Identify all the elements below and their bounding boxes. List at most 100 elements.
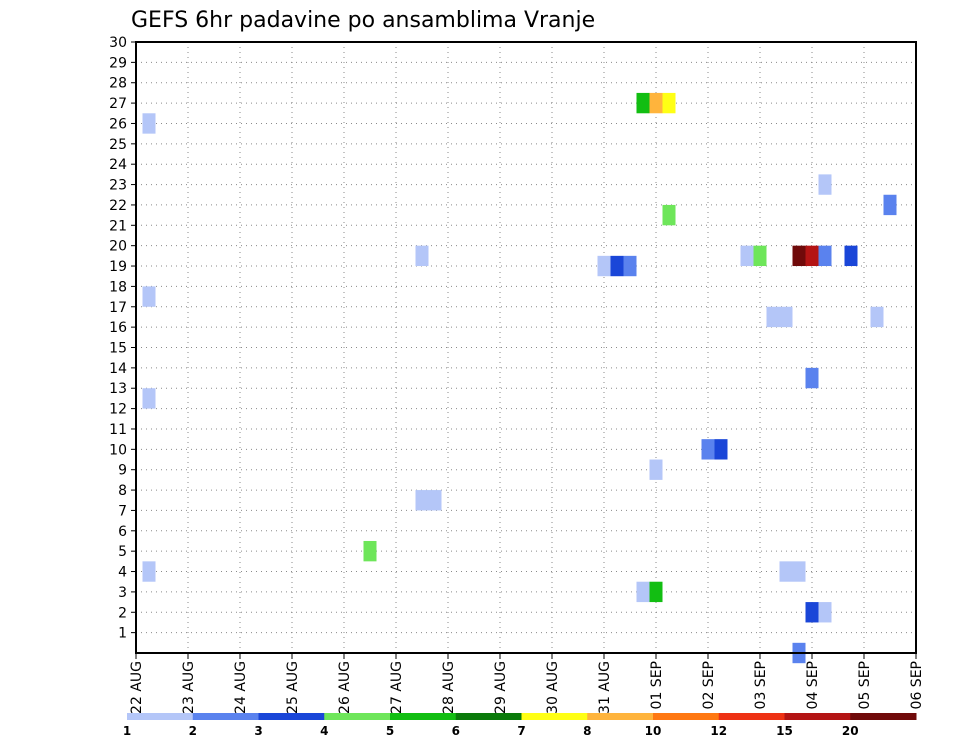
legend-label: 8 xyxy=(583,724,591,738)
y-axis: 1234567891011121314151617181920212223242… xyxy=(109,35,136,642)
data-cell xyxy=(701,439,715,460)
legend-swatch xyxy=(390,713,457,720)
legend-swatch xyxy=(784,713,851,720)
data-cell xyxy=(415,490,429,511)
y-tick-label: 8 xyxy=(118,483,127,499)
legend-swatch xyxy=(192,713,259,720)
y-tick-label: 5 xyxy=(118,544,127,560)
legend-swatch xyxy=(718,713,785,720)
legend-swatch xyxy=(850,713,917,720)
legend-label: 15 xyxy=(776,724,793,738)
y-tick-label: 16 xyxy=(109,320,127,336)
y-tick-label: 17 xyxy=(109,300,127,316)
data-cell xyxy=(883,194,897,216)
data-cell xyxy=(753,245,767,267)
data-cell xyxy=(818,602,832,623)
data-cell xyxy=(714,439,728,460)
legend-label: 4 xyxy=(320,724,328,738)
y-tick-label: 23 xyxy=(109,178,127,194)
data-cell xyxy=(363,540,377,562)
y-tick-label: 24 xyxy=(109,157,127,173)
y-tick-label: 21 xyxy=(109,218,127,234)
data-cell xyxy=(779,561,793,582)
data-cell xyxy=(805,602,819,623)
x-tick-label: 29 AUG xyxy=(493,661,509,714)
data-cell xyxy=(649,581,663,603)
y-tick-label: 27 xyxy=(109,96,127,112)
y-tick-label: 4 xyxy=(118,565,127,581)
y-tick-label: 12 xyxy=(109,402,127,418)
y-tick-label: 11 xyxy=(109,422,127,438)
x-tick-label: 05 SEP xyxy=(857,661,873,709)
legend: 1 2 3 4 5 6 7 8 10 12 15 20 xyxy=(123,713,917,738)
data-cell xyxy=(636,92,650,114)
x-tick-label: 31 AUG xyxy=(597,661,613,714)
data-cell xyxy=(623,255,637,277)
legend-label: 2 xyxy=(189,724,197,738)
data-cell xyxy=(636,581,650,603)
y-tick-label: 14 xyxy=(109,361,127,377)
y-tick-label: 1 xyxy=(118,626,127,642)
legend-label: 6 xyxy=(452,724,460,738)
legend-label: 3 xyxy=(254,724,262,738)
data-cell xyxy=(649,92,663,114)
data-cell xyxy=(792,561,806,582)
data-cell xyxy=(740,245,754,267)
y-tick-label: 18 xyxy=(109,279,127,295)
legend-swatch xyxy=(521,713,588,720)
data-cell xyxy=(142,113,156,134)
data-cell xyxy=(792,245,806,267)
x-tick-label: 04 SEP xyxy=(805,661,821,709)
legend-label: 12 xyxy=(710,724,727,738)
x-tick-label: 23 AUG xyxy=(181,661,197,714)
y-tick-label: 7 xyxy=(118,503,127,519)
y-tick-label: 26 xyxy=(109,116,127,132)
x-tick-label: 22 AUG xyxy=(129,661,145,714)
y-tick-label: 2 xyxy=(118,605,127,621)
legend-label: 1 xyxy=(123,724,131,738)
legend-swatch xyxy=(324,713,391,720)
data-cell xyxy=(779,306,793,328)
x-tick-label: 25 AUG xyxy=(285,661,301,714)
data-cell xyxy=(766,306,780,328)
y-tick-label: 15 xyxy=(109,341,127,357)
x-tick-label: 06 SEP xyxy=(909,661,925,709)
data-cell xyxy=(818,174,832,195)
y-tick-label: 29 xyxy=(109,55,127,71)
y-tick-label: 13 xyxy=(109,381,127,397)
y-tick-label: 9 xyxy=(118,463,127,479)
data-cell xyxy=(610,255,624,277)
x-tick-label: 03 SEP xyxy=(753,661,769,709)
y-tick-label: 22 xyxy=(109,198,127,214)
data-cell xyxy=(142,561,156,582)
data-cell xyxy=(805,367,819,389)
x-tick-label: 27 AUG xyxy=(389,661,405,714)
data-cell xyxy=(805,245,819,267)
data-cell xyxy=(870,306,884,328)
legend-swatch xyxy=(653,713,720,720)
data-cells xyxy=(142,92,897,664)
y-tick-label: 3 xyxy=(118,585,127,601)
data-cell xyxy=(818,245,832,267)
legend-label: 10 xyxy=(645,724,662,738)
legend-swatch xyxy=(587,713,654,720)
y-tick-label: 6 xyxy=(118,524,127,540)
grid xyxy=(136,42,916,653)
x-axis: 22 AUG 23 AUG 24 AUG 25 AUG 26 AUG 27 AUG 28 A… xyxy=(129,653,925,714)
data-cell xyxy=(142,388,156,409)
data-cell xyxy=(649,459,663,480)
y-tick-label: 25 xyxy=(109,137,127,153)
legend-swatch xyxy=(258,713,325,720)
y-tick-label: 19 xyxy=(109,259,127,275)
legend-swatch xyxy=(127,713,194,720)
x-tick-label: 28 AUG xyxy=(441,661,457,714)
legend-label: 20 xyxy=(842,724,859,738)
x-tick-label: 30 AUG xyxy=(545,661,561,714)
y-tick-label: 28 xyxy=(109,76,127,92)
data-cell xyxy=(428,490,442,511)
y-tick-label: 30 xyxy=(109,35,127,51)
data-cell xyxy=(662,204,676,226)
x-tick-label: 01 SEP xyxy=(649,661,665,709)
legend-swatch xyxy=(455,713,522,720)
